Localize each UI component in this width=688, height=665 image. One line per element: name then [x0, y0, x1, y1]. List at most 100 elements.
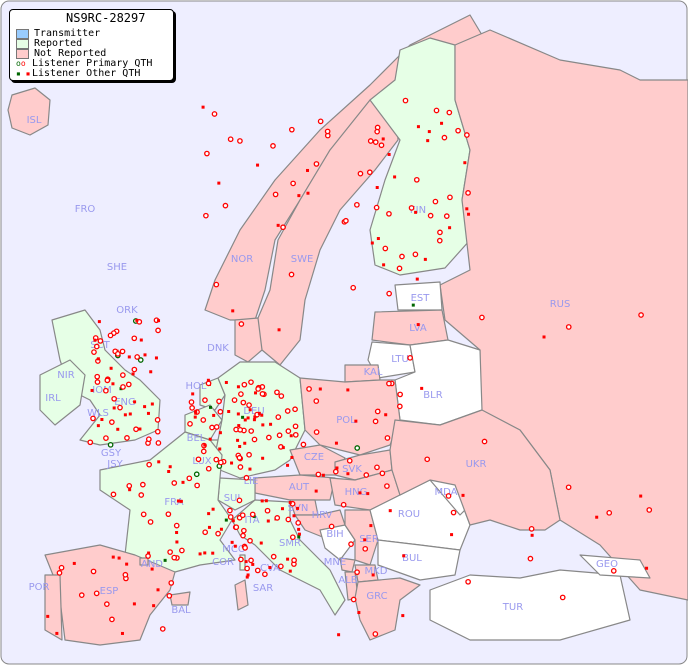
listener-primary-marker [270, 553, 277, 560]
listener-primary-marker [240, 399, 247, 406]
listener-other-marker [264, 499, 268, 503]
listener-other-marker [175, 531, 179, 535]
country-fra [99, 431, 236, 573]
listener-primary-marker [292, 423, 299, 430]
legend-title: NS9RC-28297 [66, 11, 146, 25]
country-label-iom: IOM [92, 385, 111, 396]
listener-other-marker [371, 573, 375, 577]
listener-primary-marker [565, 324, 572, 330]
listener-primary-marker [107, 441, 114, 448]
listener-other-marker [133, 400, 137, 404]
listener-primary-marker [350, 284, 357, 291]
listener-primary-marker [155, 327, 161, 334]
listener-other-marker [128, 488, 132, 492]
listener-other-marker [595, 515, 599, 519]
listener-other-marker [117, 556, 121, 560]
listener-other-marker [139, 338, 143, 342]
country-irl [39, 359, 86, 426]
listener-other-marker [179, 499, 183, 503]
listener-primary-marker [137, 357, 144, 363]
listener-other-marker [381, 137, 385, 141]
listener-other-marker [237, 424, 241, 428]
listener-primary-marker [222, 202, 229, 209]
country-label-bih: BIH [326, 529, 343, 540]
listener-primary-marker [270, 143, 276, 149]
listener-other-marker [157, 319, 161, 323]
listener-other-marker [440, 121, 444, 125]
listener-primary-marker [396, 403, 403, 410]
listener-primary-marker [119, 372, 126, 378]
country-label-bel: BEL [187, 433, 206, 444]
listener-primary-marker [90, 415, 96, 422]
listener-primary-marker [374, 128, 381, 135]
listener-primary-marker [446, 109, 453, 116]
listener-primary-marker [186, 475, 193, 482]
listener-other-marker [463, 161, 467, 165]
listener-primary-marker [412, 251, 419, 258]
listener-primary-marker [187, 420, 193, 427]
listener-primary-marker [97, 338, 104, 344]
listener-other-marker [208, 405, 212, 409]
listener-primary-marker [288, 271, 295, 278]
listener-primary-marker [93, 343, 100, 350]
listener-primary-marker [236, 497, 243, 504]
listener-other-marker [146, 411, 150, 415]
listener-primary-marker [155, 440, 162, 446]
listener-other-marker [366, 492, 370, 496]
listener-primary-marker [146, 461, 152, 468]
listener-primary-marker [189, 405, 195, 411]
listener-primary-marker [145, 553, 151, 559]
country-geo [579, 554, 651, 579]
listener-primary-marker [372, 418, 379, 425]
listener-primary-marker [374, 464, 380, 471]
listener-primary-marker [238, 321, 245, 327]
listener-other-marker [290, 455, 294, 459]
listener-primary-marker [357, 170, 364, 177]
listener-other-marker [120, 631, 124, 635]
listener-primary-marker [384, 483, 390, 489]
listener-primary-marker [354, 569, 360, 576]
listener-other-marker [297, 535, 301, 539]
listener-other-marker [90, 388, 94, 392]
listener-primary-marker [119, 348, 126, 355]
listener-primary-marker [367, 138, 374, 144]
listener-primary-marker [248, 428, 255, 434]
listener-primary-marker [328, 523, 335, 530]
listener-primary-marker [126, 482, 133, 489]
legend-other: ▪ ▪ Listener Other QTH [16, 69, 140, 79]
listener-primary-marker [354, 201, 360, 208]
listener-other-marker [157, 460, 161, 464]
country-label-bal: BAL [171, 605, 191, 616]
listener-other-marker [261, 423, 265, 427]
listener-other-marker [415, 277, 419, 281]
country-label-lie: LIE [244, 476, 259, 487]
listener-other-marker [201, 105, 205, 109]
listener-other-marker [369, 524, 373, 528]
listener-primary-marker [288, 126, 295, 133]
listener-primary-marker [171, 480, 178, 486]
listener-primary-marker [354, 445, 361, 451]
listener-other-marker [384, 413, 388, 417]
listener-other-marker [337, 633, 341, 637]
listener-primary-marker [274, 515, 281, 521]
listener-primary-marker [332, 468, 339, 475]
listener-other-marker [193, 415, 197, 419]
listener-primary-marker [646, 507, 653, 513]
listener-primary-marker [227, 514, 234, 520]
listener-other-marker [268, 565, 272, 569]
listener-primary-marker [216, 398, 222, 405]
listener-other-marker [542, 335, 546, 339]
listener-other-marker [154, 356, 158, 360]
listener-other-marker [236, 412, 240, 416]
listener-primary-marker [131, 335, 138, 342]
country-label-nir: NIR [57, 370, 74, 381]
listener-primary-marker [173, 522, 180, 529]
not-reported-swatch [16, 49, 29, 59]
legend-label: Reported [34, 38, 83, 49]
country-label-dnk: DNK [207, 343, 229, 354]
country-label-kal: KAL [364, 367, 383, 378]
listener-primary-marker [441, 134, 448, 141]
listener-other-marker [277, 328, 281, 332]
listener-primary-marker [134, 354, 141, 360]
